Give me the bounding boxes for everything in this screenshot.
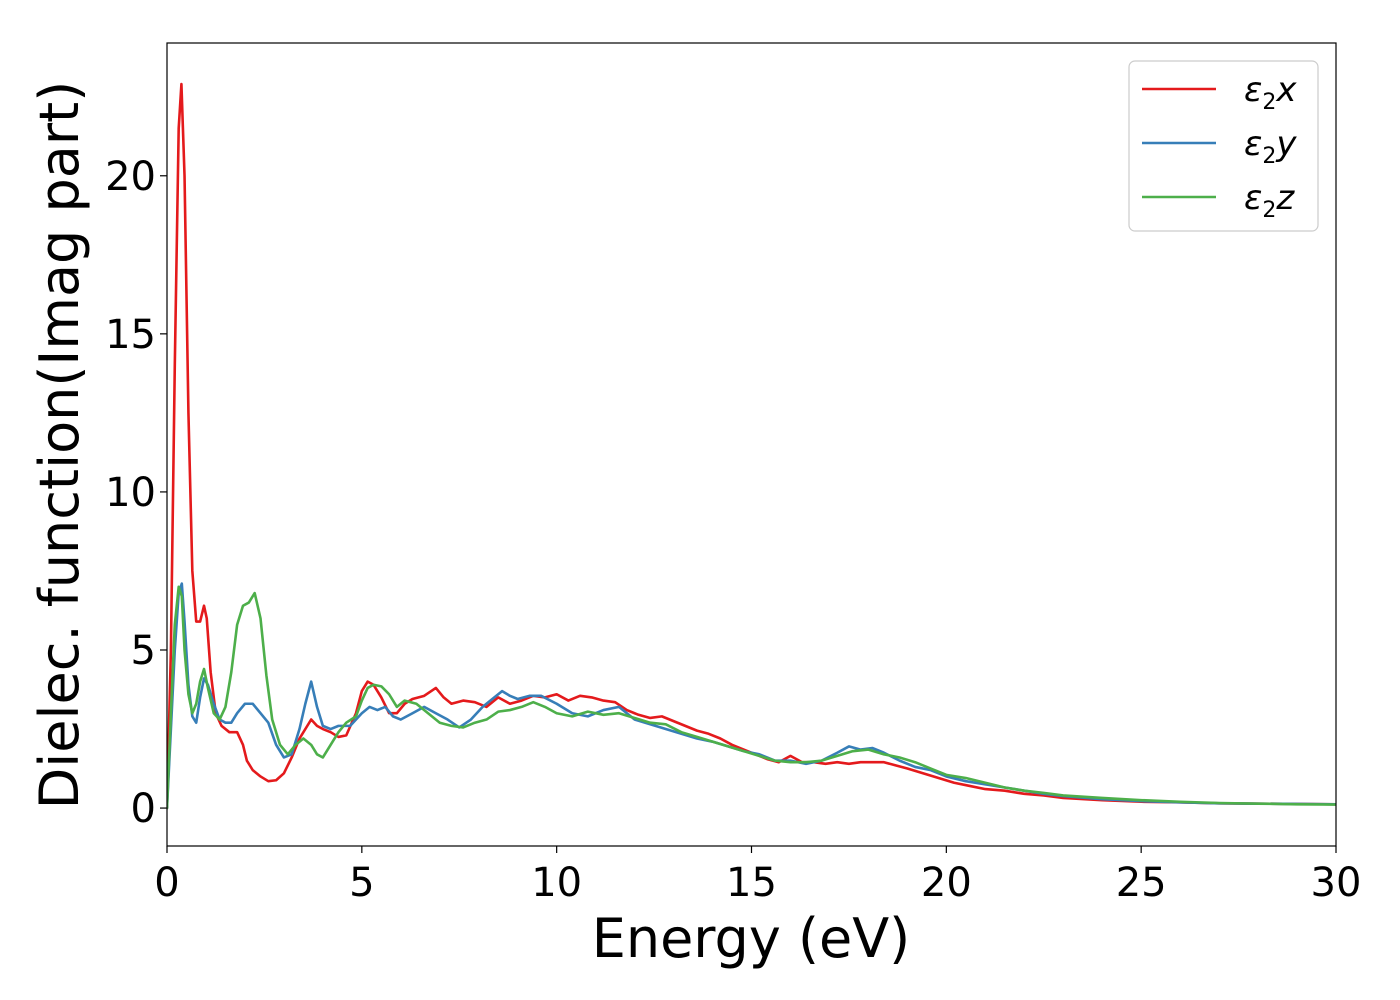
x-axis-label: Energy (eV) [592, 907, 911, 970]
series-line-x [167, 82, 1336, 810]
legend-label-y: ε2y [1244, 124, 1297, 169]
series-line-y [167, 582, 1336, 810]
x-tick-label: 30 [1311, 860, 1362, 906]
x-tick-label: 20 [921, 860, 972, 906]
x-tick-label: 5 [349, 860, 374, 906]
legend-box [1128, 60, 1319, 232]
x-tick-label: 25 [1116, 860, 1167, 906]
y-tick-label: 10 [105, 470, 156, 516]
legend-label-x: ε2x [1244, 70, 1297, 115]
y-tick-label: 5 [131, 628, 156, 674]
series-line-z [167, 585, 1336, 810]
legend: ε2x ε2y ε2z [1128, 60, 1319, 232]
y-tick-label: 0 [131, 786, 156, 832]
plot-layer [167, 82, 1336, 810]
y-tick-label: 15 [105, 312, 156, 358]
y-axis-label: Dielec. function(Imag part) [28, 81, 91, 810]
x-tick-label: 10 [531, 860, 582, 906]
legend-label-z: ε2z [1244, 178, 1295, 223]
tick-layer: 0 5 10 15 20 25 30 0 5 10 15 20 [105, 154, 1361, 906]
y-tick-label: 20 [105, 154, 156, 200]
x-tick-label: 15 [726, 860, 777, 906]
x-tick-label: 0 [154, 860, 179, 906]
